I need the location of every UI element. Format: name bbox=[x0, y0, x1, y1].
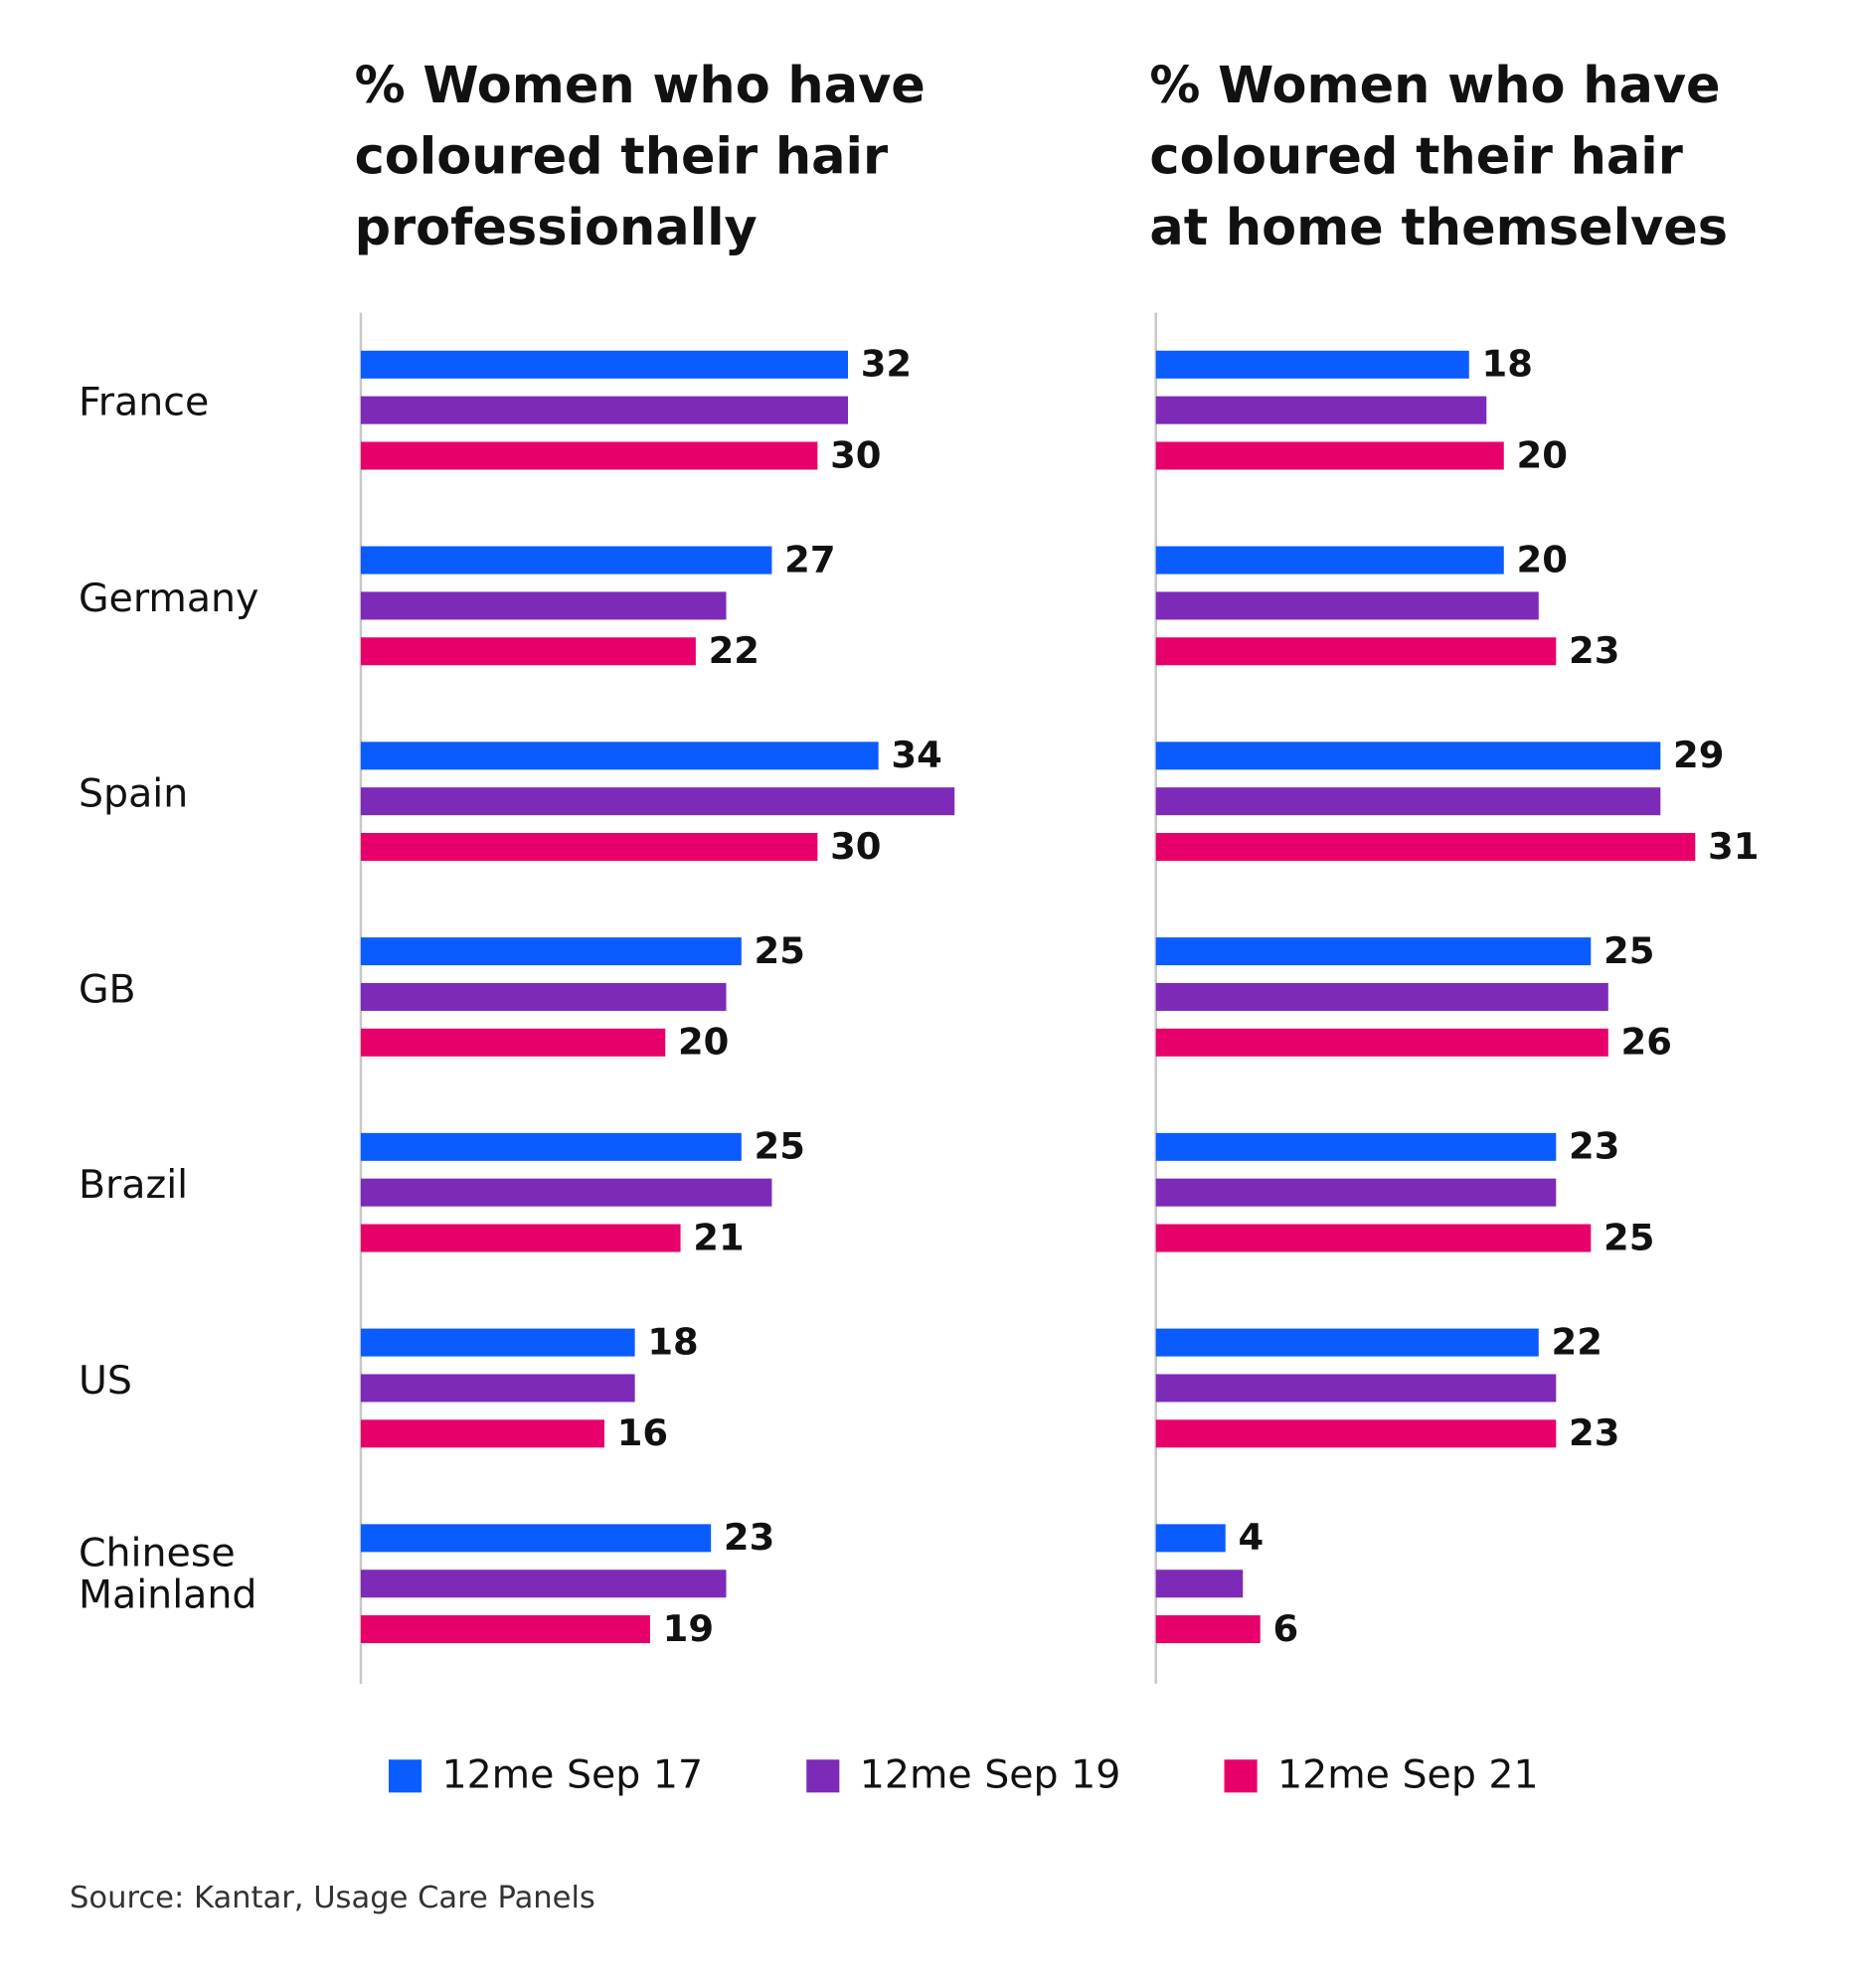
bar bbox=[360, 637, 696, 666]
value-label: 22 bbox=[709, 629, 759, 672]
value-label: 6 bbox=[1272, 1607, 1298, 1650]
value-label: 18 bbox=[1482, 343, 1533, 386]
category-label: US bbox=[78, 1360, 132, 1404]
category-label: France bbox=[78, 382, 210, 425]
bar bbox=[1155, 742, 1661, 770]
value-label: 16 bbox=[617, 1411, 668, 1454]
bar bbox=[360, 787, 955, 816]
bar bbox=[360, 350, 849, 379]
bar bbox=[360, 833, 818, 862]
bar bbox=[1155, 1028, 1608, 1057]
category-label: Chinese Mainland bbox=[78, 1533, 257, 1618]
bar bbox=[1155, 937, 1592, 966]
value-label: 29 bbox=[1673, 734, 1724, 776]
chart-title: % Women who have coloured their hair at … bbox=[1149, 57, 1729, 257]
bar bbox=[360, 1328, 635, 1357]
category-label: Brazil bbox=[78, 1164, 189, 1208]
bar bbox=[360, 742, 879, 770]
bar bbox=[1155, 1178, 1557, 1207]
value-label: 20 bbox=[678, 1021, 729, 1064]
bar bbox=[1155, 1224, 1592, 1252]
chart-title: % Women who have coloured their hair pro… bbox=[354, 57, 926, 257]
chart-title-box: % Women who have coloured their hair at … bbox=[1149, 57, 1729, 257]
value-label: 23 bbox=[1569, 1125, 1619, 1168]
bar bbox=[360, 1419, 604, 1448]
bar bbox=[1155, 546, 1504, 575]
bar bbox=[360, 396, 849, 424]
category-label-box: Chinese Mainland bbox=[78, 1533, 257, 1618]
value-label: 20 bbox=[1517, 433, 1568, 476]
bar bbox=[360, 1132, 742, 1161]
bar bbox=[1155, 1524, 1226, 1553]
value-label: 31 bbox=[1708, 825, 1759, 868]
value-label: 21 bbox=[693, 1216, 744, 1258]
value-label: 19 bbox=[663, 1607, 714, 1650]
bar bbox=[360, 1570, 727, 1598]
bar bbox=[360, 937, 742, 966]
bar bbox=[360, 546, 772, 575]
source-note: Source: Kantar, Usage Care Panels bbox=[70, 1881, 595, 1915]
bar bbox=[1155, 1419, 1557, 1448]
bar bbox=[360, 1224, 681, 1252]
value-label: 18 bbox=[647, 1320, 698, 1363]
value-label: 23 bbox=[1569, 1411, 1619, 1454]
category-label-box: France bbox=[78, 382, 210, 425]
category-label-box: Spain bbox=[78, 773, 189, 817]
bar bbox=[1155, 441, 1504, 470]
bar bbox=[360, 1178, 772, 1207]
value-label: 23 bbox=[1569, 629, 1619, 672]
value-label: 25 bbox=[1603, 1216, 1654, 1258]
bar bbox=[360, 1524, 712, 1553]
bar bbox=[1155, 396, 1487, 424]
value-label: 4 bbox=[1238, 1516, 1264, 1559]
value-label: 23 bbox=[724, 1516, 774, 1559]
bar bbox=[360, 1615, 650, 1644]
bar bbox=[360, 441, 818, 470]
bar bbox=[360, 591, 727, 620]
category-label-box: US bbox=[78, 1360, 132, 1404]
legend-label: 12me Sep 19 bbox=[860, 1752, 1121, 1798]
bar bbox=[360, 1028, 666, 1057]
category-label-box: GB bbox=[78, 968, 136, 1013]
legend-swatch bbox=[1224, 1759, 1258, 1793]
legend-swatch bbox=[806, 1759, 840, 1793]
bar bbox=[1155, 1374, 1557, 1403]
value-label: 26 bbox=[1621, 1021, 1672, 1064]
bar bbox=[1155, 982, 1608, 1011]
bar bbox=[1155, 637, 1557, 666]
category-label: GB bbox=[78, 968, 136, 1013]
value-label: 22 bbox=[1552, 1320, 1603, 1363]
legend-label: 12me Sep 21 bbox=[1277, 1752, 1539, 1798]
category-label-box: Brazil bbox=[78, 1164, 189, 1208]
value-label: 32 bbox=[861, 343, 912, 386]
bar bbox=[1155, 1328, 1539, 1357]
bar bbox=[1155, 787, 1661, 816]
value-label: 20 bbox=[1517, 538, 1568, 580]
bar bbox=[1155, 833, 1696, 862]
value-label: 25 bbox=[755, 1125, 805, 1168]
bar bbox=[360, 982, 727, 1011]
bar bbox=[1155, 591, 1539, 620]
bar bbox=[360, 1374, 635, 1403]
value-label: 34 bbox=[891, 734, 941, 776]
category-label: Germany bbox=[78, 578, 259, 621]
legend-swatch bbox=[388, 1759, 422, 1793]
bar bbox=[1155, 1570, 1244, 1598]
value-label: 25 bbox=[1603, 929, 1654, 972]
chart-title-box: % Women who have coloured their hair pro… bbox=[354, 57, 926, 257]
bar bbox=[1155, 1132, 1557, 1161]
category-label: Spain bbox=[78, 773, 189, 817]
category-label-box: Germany bbox=[78, 578, 259, 621]
value-label: 30 bbox=[830, 825, 881, 868]
legend-label: 12me Sep 17 bbox=[441, 1752, 703, 1798]
value-label: 30 bbox=[830, 433, 881, 476]
value-label: 25 bbox=[755, 929, 805, 972]
bar bbox=[1155, 1615, 1261, 1644]
value-label: 27 bbox=[784, 538, 835, 580]
bar bbox=[1155, 350, 1469, 379]
